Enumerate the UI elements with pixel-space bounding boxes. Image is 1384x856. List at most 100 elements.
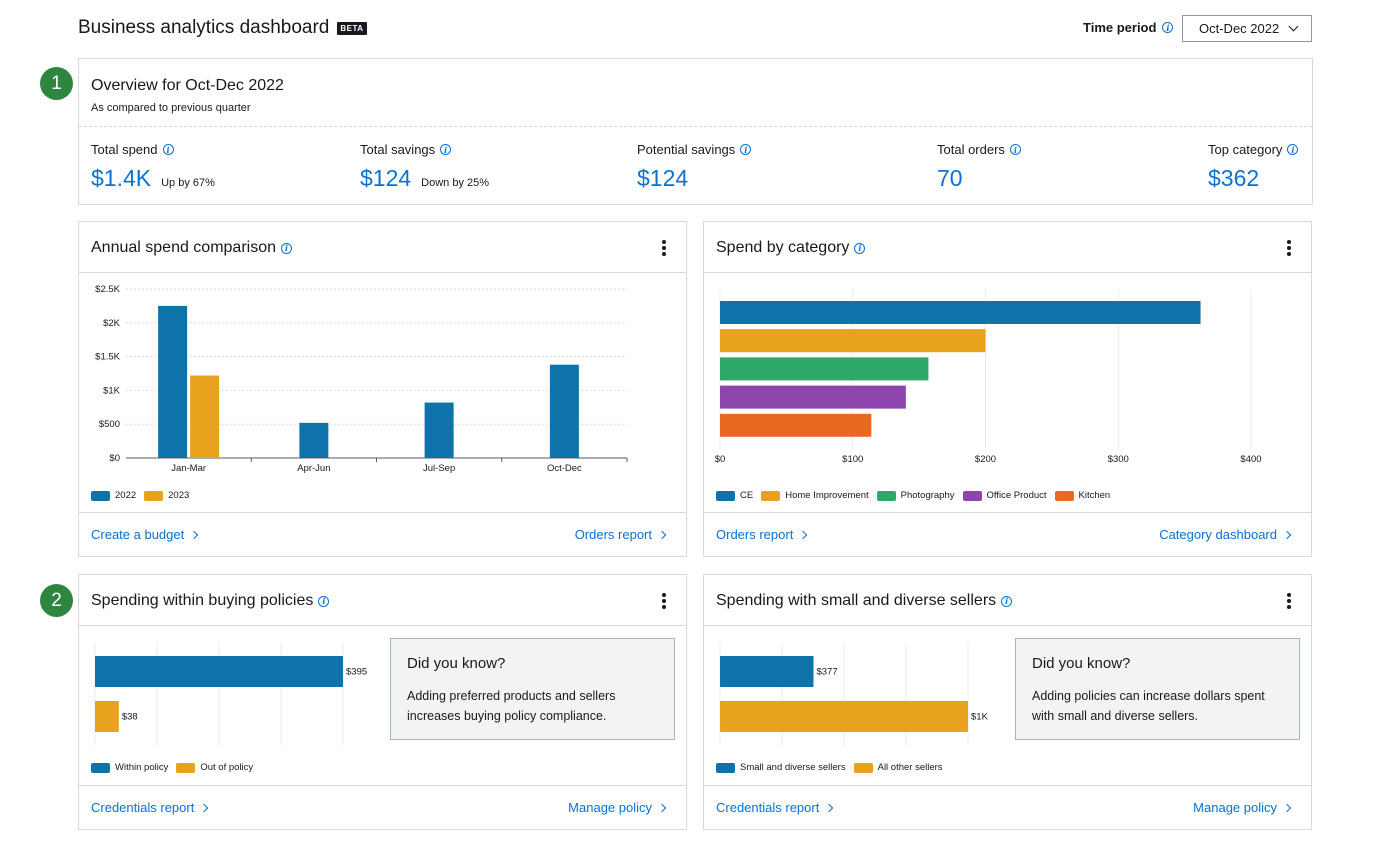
metric-total-savings: Total savings i $124 Down by 25% (360, 142, 489, 192)
bar-Home Improvement (720, 329, 986, 353)
more-options-icon[interactable] (1287, 240, 1291, 256)
info-icon[interactable]: i (318, 595, 330, 607)
legend-swatch (176, 762, 196, 773)
category-legend: CE Home Improvement Photography Office P… (716, 490, 1110, 501)
bar-CE (720, 301, 1201, 324)
chevron-right-icon (189, 530, 199, 539)
chevron-right-icon (200, 803, 209, 812)
overview-subtitle: As compared to previous quarter (91, 102, 251, 114)
legend-swatch (853, 762, 873, 773)
link-label: Credentials report (91, 800, 195, 815)
time-period-label: Time period i (1083, 20, 1174, 35)
metric-label: Total savings (360, 142, 436, 157)
beta-badge: BETA (337, 21, 367, 35)
info-icon[interactable]: i (1009, 144, 1021, 155)
metric-value: $124 (637, 165, 689, 191)
legend-item: Photography (876, 490, 955, 501)
step-badge-1: 1 (40, 67, 73, 100)
info-icon[interactable]: i (740, 144, 752, 155)
did-you-know-title: Did you know? (407, 655, 506, 672)
did-you-know-text: Adding policies can increase dollars spe… (1032, 689, 1265, 723)
link-label: Orders report (716, 527, 794, 542)
metric-value: $1.4K (91, 165, 152, 191)
did-you-know-title: Did you know? (1032, 655, 1131, 672)
manage-policy-link[interactable]: Manage policy (568, 800, 667, 815)
metric-value: 70 (937, 165, 963, 191)
y-tick-label: $1K (103, 385, 121, 396)
legend-label: 2022 (115, 490, 137, 501)
x-tick-label: $400 (1240, 454, 1261, 465)
create-budget-link[interactable]: Create a budget (91, 527, 199, 542)
time-period-select[interactable]: Oct-Dec 2022 (1182, 15, 1312, 42)
link-label: Orders report (574, 527, 652, 542)
metric-top-category: Top category i $362 (1208, 142, 1299, 192)
link-label: Credentials report (716, 800, 820, 815)
metric-change: Up by 67% (161, 177, 215, 189)
metric-change: Down by 25% (421, 177, 490, 189)
orders-report-link[interactable]: Orders report (716, 527, 808, 542)
bar-2022-Oct-Dec (549, 364, 579, 458)
metric-label: Top category (1208, 142, 1283, 157)
legend-swatch (962, 490, 982, 501)
link-label: Create a budget (91, 527, 185, 542)
bar-Within policy (95, 656, 343, 687)
bar-Out of policy (95, 701, 119, 732)
legend-label: Photography (900, 490, 955, 501)
bar-Office Product (720, 385, 906, 409)
bar-2023-Jan-Mar (190, 375, 220, 458)
metric-label: Total spend (91, 142, 158, 157)
info-icon[interactable]: i (1287, 144, 1299, 155)
data-label: $395 (346, 667, 367, 678)
x-tick-label: $0 (715, 454, 726, 465)
legend-label: Out of policy (200, 762, 254, 773)
info-icon[interactable]: i (1001, 595, 1013, 607)
y-tick-label: $2.5K (95, 284, 120, 295)
spend-by-category-card: Spend by category i $0 $100 $200 $300 $400 CE… (703, 221, 1312, 557)
more-options-icon[interactable] (1287, 593, 1291, 609)
legend-item: CE (716, 490, 753, 501)
legend-swatch (716, 762, 735, 773)
metric-total-orders: Total orders i 70 (937, 142, 1021, 192)
chevron-right-icon (825, 803, 834, 812)
bar-Kitchen (720, 413, 872, 437)
did-you-know-box: Did you know? Adding preferred products … (390, 638, 675, 740)
legend-item: Kitchen (1054, 490, 1111, 501)
card-title: Spend by category (716, 239, 850, 256)
overview-title: Overview for Oct-Dec 2022 (91, 77, 284, 94)
annual-spend-card: Annual spend comparison i $0 $500 $1K $1.5K $… (78, 221, 687, 557)
x-tick-label: $100 (842, 454, 863, 465)
time-period-value: Oct-Dec 2022 (1199, 21, 1280, 36)
info-icon[interactable]: i (281, 242, 293, 254)
sellers-legend: Small and diverse sellers All other sell… (716, 762, 943, 773)
legend-label: Office Product (986, 490, 1047, 501)
category-dashboard-link[interactable]: Category dashboard (1159, 527, 1292, 542)
metric-value: $362 (1208, 165, 1260, 191)
data-label: $377 (816, 667, 837, 678)
credentials-report-link[interactable]: Credentials report (91, 800, 209, 815)
bar-Small and diverse sellers (720, 656, 814, 687)
legend-item: Small and diverse sellers (716, 762, 846, 773)
spend-by-category-chart: $0 $100 $200 $300 $400 (715, 289, 1262, 465)
more-options-icon[interactable] (662, 240, 666, 256)
buying-policies-card: Spending within buying policies i $395 $38… (78, 574, 687, 830)
info-icon[interactable]: i (1162, 22, 1174, 33)
legend-item: Within policy (91, 762, 168, 773)
more-options-icon[interactable] (662, 593, 666, 609)
orders-report-link[interactable]: Orders report (574, 527, 667, 542)
credentials-report-link[interactable]: Credentials report (716, 800, 834, 815)
info-icon[interactable]: i (162, 144, 174, 155)
y-tick-label: $1.5K (95, 352, 120, 363)
legend-label: Home Improvement (785, 490, 869, 501)
page-title-text: Business analytics dashboard (78, 17, 330, 38)
card-footer: Create a budget Orders report (79, 512, 686, 556)
info-icon[interactable]: i (440, 144, 452, 155)
manage-policy-link[interactable]: Manage policy (1193, 800, 1292, 815)
time-period-label-text: Time period (1083, 20, 1157, 35)
card-footer: Credentials report Manage policy (704, 785, 1311, 829)
chevron-right-icon (657, 530, 667, 539)
bar-2022-Jul-Sep (424, 402, 454, 458)
legend-label: 2023 (168, 490, 190, 501)
legend-label: Kitchen (1078, 490, 1111, 501)
info-icon[interactable]: i (854, 242, 866, 254)
metric-total-spend: Total spend i $1.4K Up by 67% (91, 142, 215, 192)
